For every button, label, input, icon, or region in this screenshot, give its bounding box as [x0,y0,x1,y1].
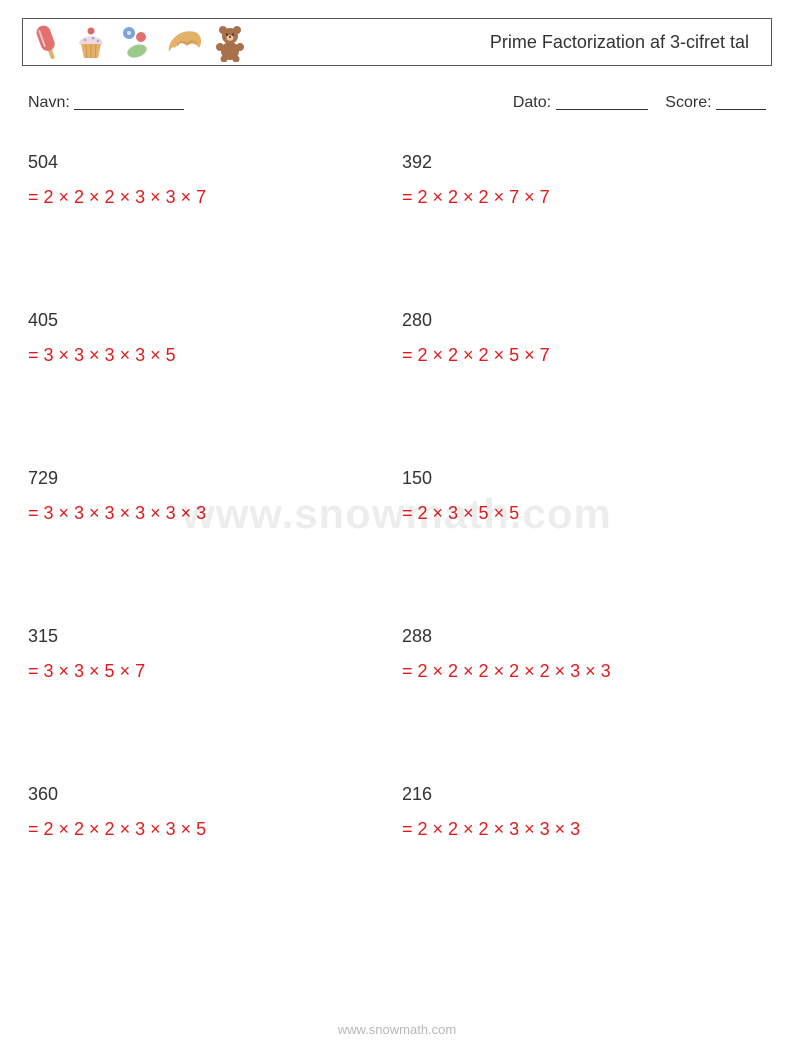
popsicle-icon [29,22,65,62]
problem-cell: 405 = 3 × 3 × 3 × 3 × 5 [28,310,392,366]
footer-text: www.snowmath.com [0,1022,794,1037]
problem-cell: 150 = 2 × 3 × 5 × 5 [402,468,766,524]
name-blank[interactable] [74,93,184,110]
date-blank[interactable] [556,93,648,110]
worksheet-title: Prime Factorization af 3-cifret tal [490,32,763,53]
candy-icon [117,22,157,62]
problem-answer: = 3 × 3 × 3 × 3 × 3 × 3 [28,503,392,524]
problem-cell: 504 = 2 × 2 × 2 × 3 × 3 × 7 [28,152,392,208]
problem-number: 504 [28,152,392,173]
problem-number: 729 [28,468,392,489]
teddy-icon [211,22,249,62]
problem-answer: = 3 × 3 × 5 × 7 [28,661,392,682]
problem-number: 288 [402,626,766,647]
score-blank[interactable] [716,93,766,110]
worksheet-page: Prime Factorization af 3-cifret tal Navn… [0,0,794,840]
problem-number: 216 [402,784,766,805]
name-field: Navn: [28,90,184,112]
name-label: Navn: [28,94,70,111]
header-icons [29,22,249,62]
problem-cell: 360 = 2 × 2 × 2 × 3 × 3 × 5 [28,784,392,840]
cupcake-icon [71,22,111,62]
problem-number: 315 [28,626,392,647]
problem-number: 392 [402,152,766,173]
problem-cell: 288 = 2 × 2 × 2 × 2 × 2 × 3 × 3 [402,626,766,682]
problem-answer: = 2 × 2 × 2 × 2 × 2 × 3 × 3 [402,661,766,682]
problem-cell: 315 = 3 × 3 × 5 × 7 [28,626,392,682]
problem-answer: = 2 × 2 × 2 × 3 × 3 × 3 [402,819,766,840]
problems-grid: 504 = 2 × 2 × 2 × 3 × 3 × 7 392 = 2 × 2 … [22,152,772,840]
problem-cell: 729 = 3 × 3 × 3 × 3 × 3 × 3 [28,468,392,524]
problem-answer: = 2 × 2 × 2 × 7 × 7 [402,187,766,208]
date-label: Dato: [513,94,551,111]
problem-number: 280 [402,310,766,331]
problem-cell: 216 = 2 × 2 × 2 × 3 × 3 × 3 [402,784,766,840]
problem-answer: = 2 × 2 × 2 × 5 × 7 [402,345,766,366]
problem-cell: 392 = 2 × 2 × 2 × 7 × 7 [402,152,766,208]
meta-row: Navn: Dato: Score: [28,90,766,112]
problem-cell: 280 = 2 × 2 × 2 × 5 × 7 [402,310,766,366]
problem-number: 150 [402,468,766,489]
problem-answer: = 2 × 2 × 2 × 3 × 3 × 7 [28,187,392,208]
header-box: Prime Factorization af 3-cifret tal [22,18,772,66]
croissant-icon [163,22,205,62]
problem-answer: = 2 × 3 × 5 × 5 [402,503,766,524]
problem-answer: = 2 × 2 × 2 × 3 × 3 × 5 [28,819,392,840]
problem-answer: = 3 × 3 × 3 × 3 × 5 [28,345,392,366]
score-label: Score: [665,94,711,111]
problem-number: 405 [28,310,392,331]
problem-number: 360 [28,784,392,805]
